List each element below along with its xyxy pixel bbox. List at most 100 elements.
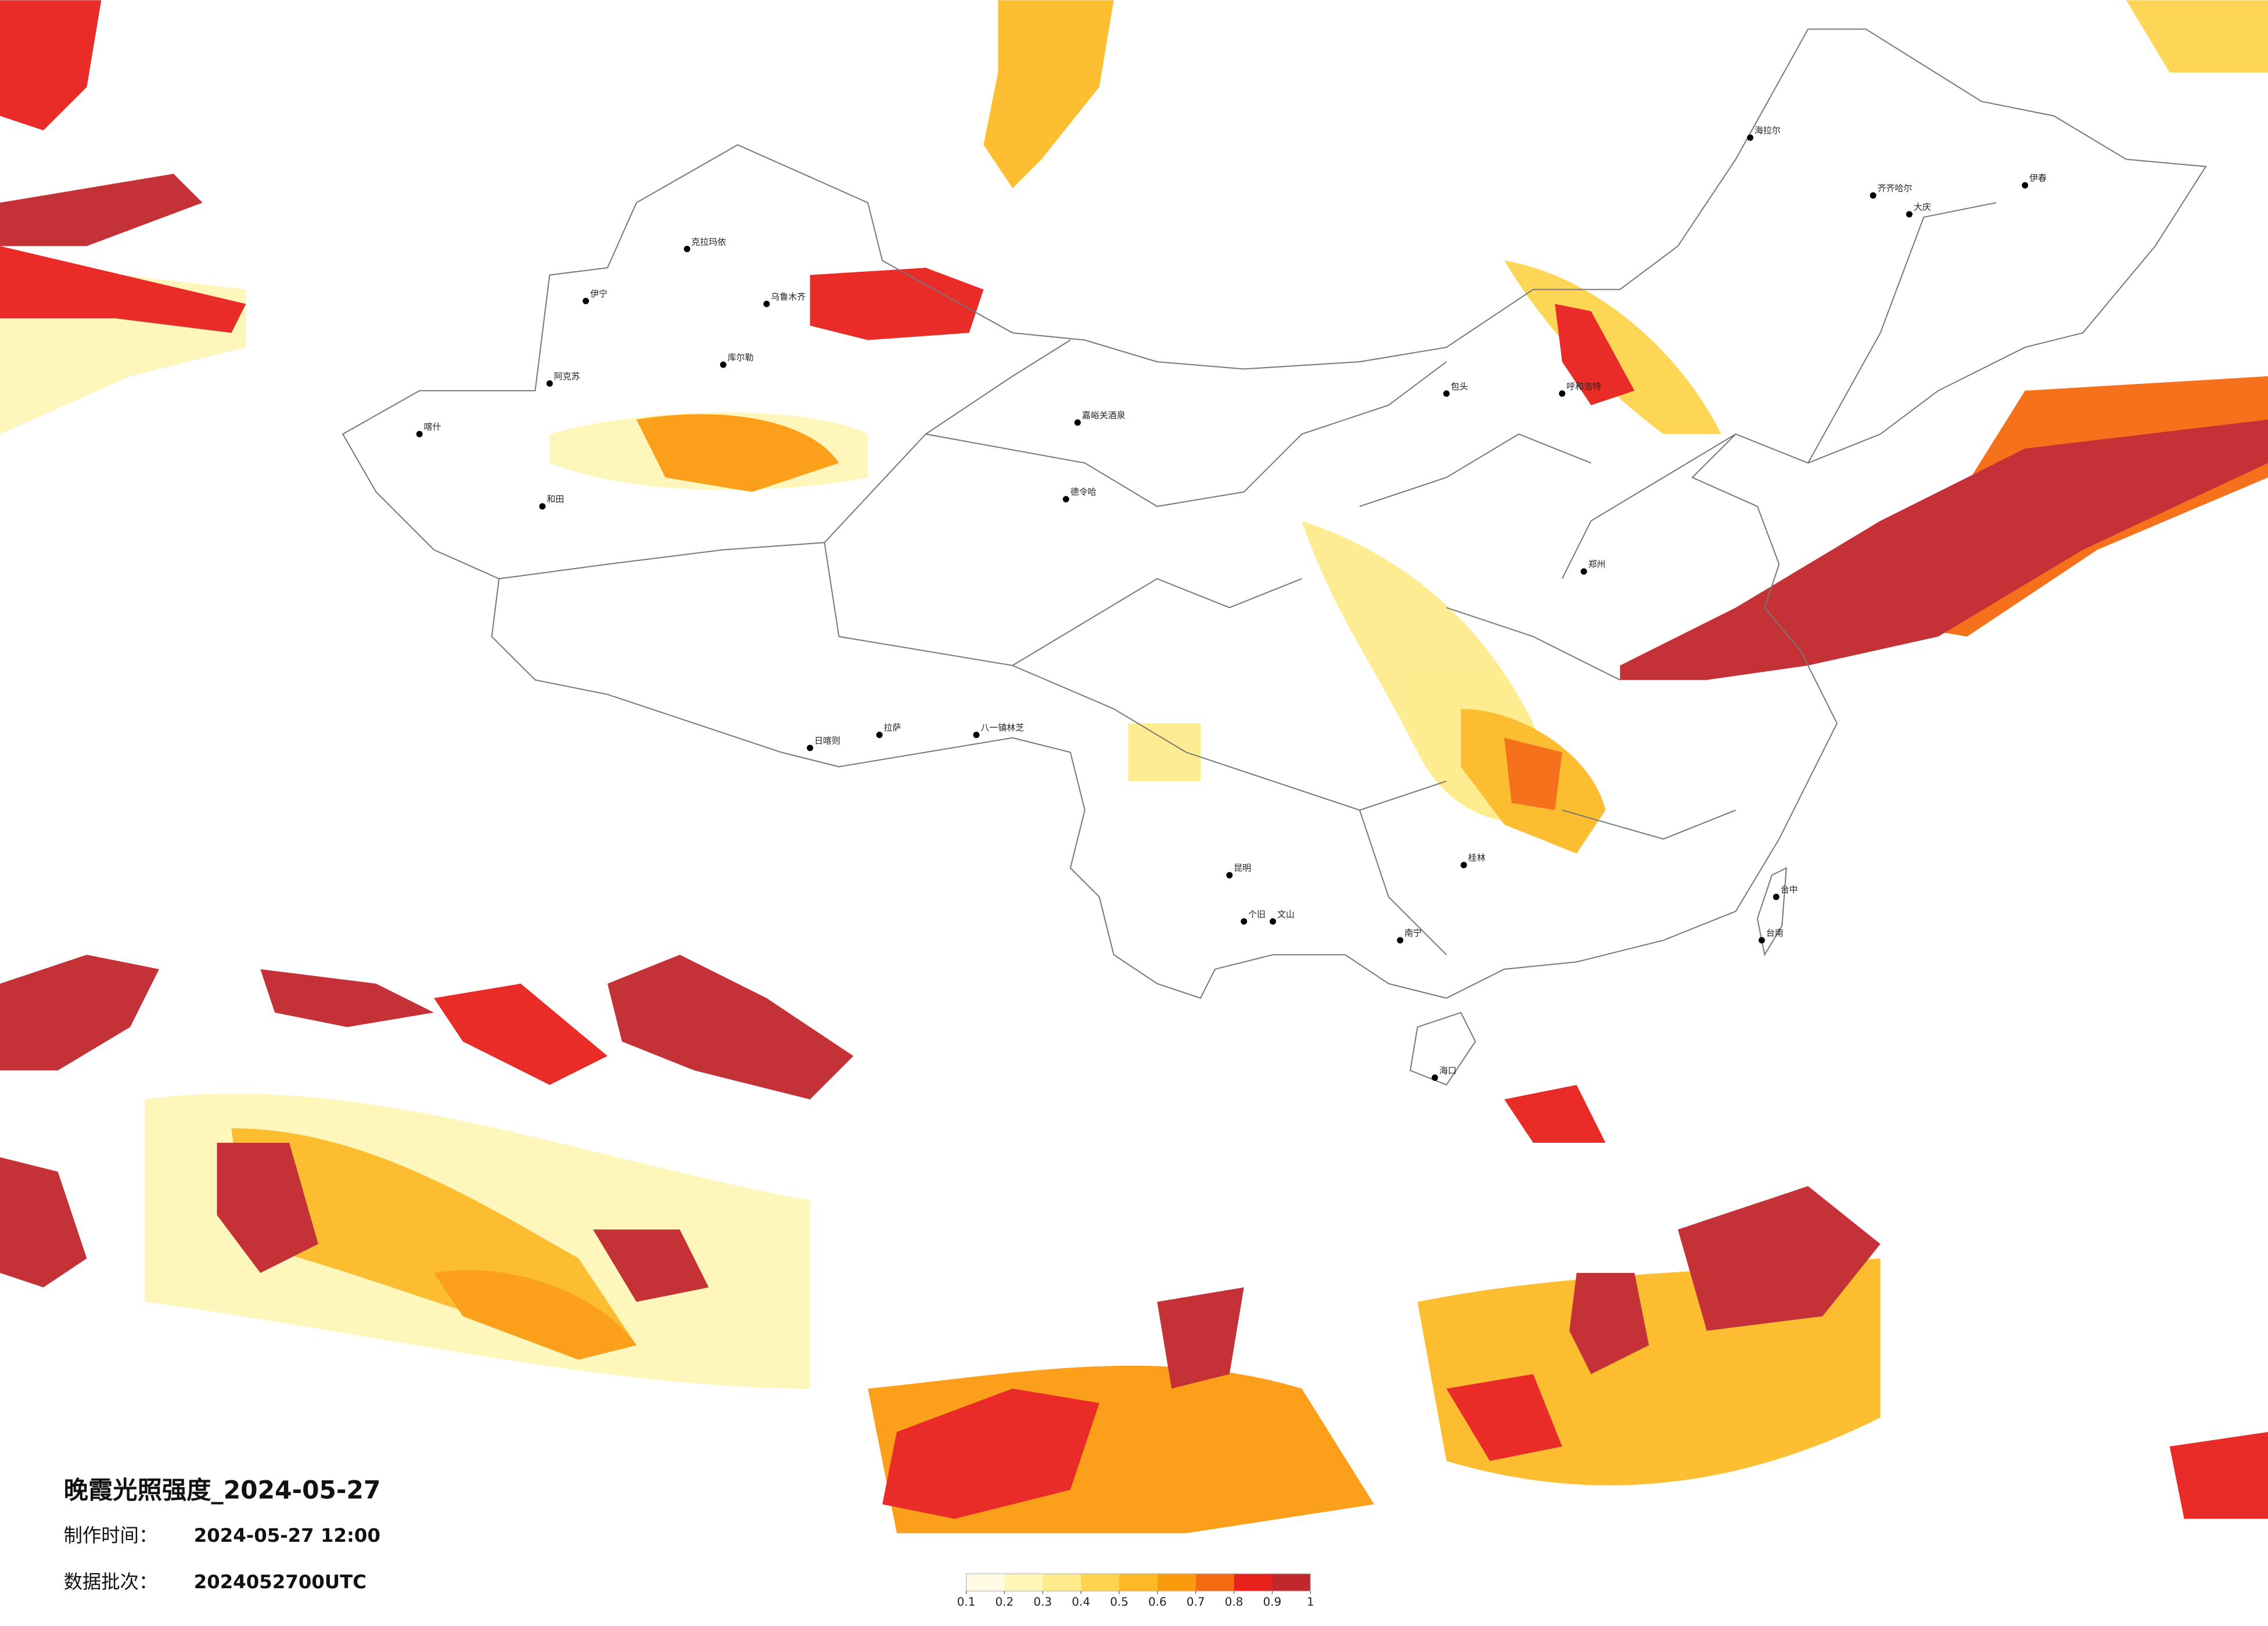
city-label: 库尔勒: [728, 352, 754, 362]
field-area: [1446, 1374, 1562, 1461]
city-dot: [546, 380, 553, 387]
city-label: 南宁: [1404, 928, 1422, 938]
city-dot: [1559, 390, 1566, 397]
city-dot: [807, 744, 814, 751]
colorbar-swatch: [1081, 1573, 1120, 1591]
field-area: [2126, 0, 2268, 73]
field-area: [882, 1388, 1099, 1519]
city-dot: [1758, 937, 1765, 944]
city-label: 和田: [547, 494, 564, 505]
field-area: [810, 268, 984, 340]
city-dot: [684, 246, 691, 253]
city-dot: [416, 431, 423, 437]
city-label: 包头: [1451, 381, 1468, 391]
city-label: 海拉尔: [1755, 125, 1781, 135]
colorbar-tick-label: 0.9: [1263, 1595, 1282, 1609]
colorbar-swatch: [1195, 1573, 1234, 1591]
colorbar-swatch: [1043, 1573, 1081, 1591]
colorbar-tick-label: 0.1: [957, 1595, 976, 1609]
city-dot: [1443, 390, 1450, 397]
island-border: [1756, 866, 1787, 956]
field-area: [0, 246, 246, 333]
field-area: [636, 414, 839, 492]
province-border: [499, 202, 1996, 955]
made-label: 制作时间：: [64, 1524, 158, 1546]
colorbar-swatch: [1272, 1573, 1311, 1591]
city-dot: [1432, 1074, 1438, 1081]
city-label: 台南: [1766, 928, 1784, 938]
field-area: [593, 1229, 709, 1302]
colorbar-tick-label: 0.5: [1110, 1595, 1128, 1609]
field-area: [1677, 1186, 1881, 1331]
city-dot: [763, 300, 770, 307]
batch: 2024052700UTC: [194, 1571, 366, 1593]
city-label: 伊宁: [590, 289, 608, 299]
field-area: [1504, 1085, 1606, 1143]
field-area: [217, 1142, 318, 1273]
city-dot: [583, 297, 590, 304]
city-dot: [1270, 918, 1277, 925]
field-area: [434, 1270, 637, 1360]
field-area: [2169, 1431, 2268, 1519]
colorbar-swatch: [1157, 1573, 1196, 1591]
city-label: 日喀则: [814, 735, 840, 746]
field-area: [0, 0, 102, 131]
colorbar-tick-label: 0.7: [1187, 1595, 1205, 1609]
city-dot: [1241, 918, 1248, 925]
island-border: [1410, 1012, 1476, 1086]
city-dot: [973, 732, 980, 738]
city-dot: [1226, 872, 1233, 879]
intensity-field: [0, 0, 2268, 1534]
field-area: [260, 969, 434, 1027]
colorbar-swatch: [1234, 1573, 1273, 1591]
field-area: [1504, 738, 1562, 811]
city-label: 个旧: [1248, 909, 1266, 919]
country-border: [342, 28, 2207, 999]
city-dot: [539, 503, 546, 510]
made-time: 2024-05-27 12:00: [194, 1524, 380, 1546]
city-label: 克拉玛依: [691, 236, 726, 247]
colorbar-tick-label: 0.3: [1033, 1595, 1052, 1609]
field-area: [1620, 419, 2268, 680]
city-dot: [720, 361, 727, 368]
city-dot: [1746, 134, 1753, 141]
city-dot: [1906, 211, 1913, 218]
field-area: [0, 955, 159, 1071]
city-label: 德令哈: [1070, 487, 1097, 497]
colorbar-frame: [965, 1573, 1311, 1592]
city-dot: [2022, 182, 2029, 189]
city-label: 郑州: [1588, 559, 1605, 570]
colorbar-swatch: [1004, 1573, 1043, 1591]
field-area: [1504, 260, 1721, 434]
colorbar-swatch: [966, 1573, 1005, 1591]
city-label: 伊春: [2029, 173, 2047, 184]
field-area: [1128, 723, 1201, 782]
map-title: 晚霞光照强度_2024-05-27: [64, 1476, 381, 1504]
city-dot: [1580, 568, 1587, 575]
field-area: [1555, 304, 1635, 405]
city-label: 乌鲁木齐: [771, 292, 806, 302]
city-label: 拉萨: [884, 722, 901, 733]
city-label: 齐齐哈尔: [1878, 183, 1913, 193]
field-area: [1157, 1287, 1244, 1389]
city-dot: [1870, 192, 1877, 199]
boundaries: [342, 28, 2207, 1086]
city-label: 文山: [1277, 909, 1295, 919]
city-dot: [876, 732, 883, 738]
city-label: 八一镇林芝: [981, 722, 1025, 733]
colorbar-tick-label: 1: [1307, 1595, 1314, 1609]
city-dot: [1773, 893, 1780, 900]
city-label: 呼和浩特: [1566, 381, 1601, 391]
colorbar-tick-label: 0.4: [1072, 1595, 1090, 1609]
city-label: 阿克苏: [554, 371, 580, 382]
field-area: [0, 1157, 87, 1287]
city-label: 大庆: [1914, 202, 1931, 212]
colorbar: 0.1 0.2 0.3 0.4 0.5 0.6 0.7 0.8 0.9 1: [957, 1573, 1314, 1609]
city-label: 台中: [1781, 884, 1798, 895]
city-dot: [1460, 862, 1467, 869]
city-label: 嘉峪关酒泉: [1082, 410, 1126, 420]
colorbar-tick-label: 0.2: [995, 1595, 1014, 1609]
